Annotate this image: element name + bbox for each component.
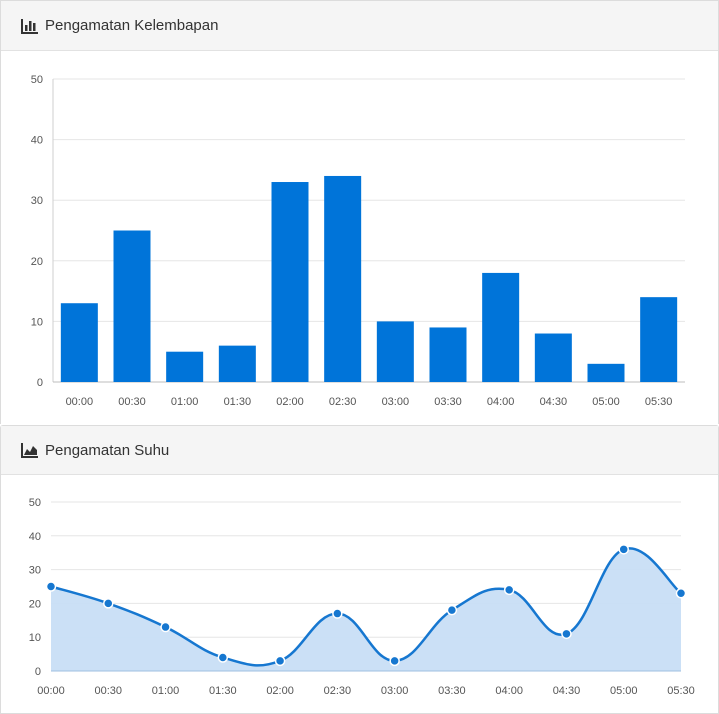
bar (60, 303, 98, 382)
x-tick-label: 03:30 (434, 396, 462, 408)
x-tick-label: 02:30 (324, 685, 352, 697)
data-point (332, 608, 343, 619)
x-tick-label: 04:00 (487, 396, 515, 408)
x-tick-label: 04:30 (540, 396, 568, 408)
y-tick-label: 10 (31, 316, 43, 328)
x-tick-label: 03:30 (438, 685, 466, 697)
x-tick-label: 05:30 (645, 396, 673, 408)
data-point (274, 655, 286, 667)
y-tick-label: 30 (29, 565, 41, 577)
bar (324, 175, 362, 382)
data-point (446, 604, 458, 616)
data-point (675, 588, 687, 599)
x-tick-label: 04:30 (553, 685, 581, 697)
x-tick-label: 00:30 (95, 685, 123, 697)
temperature-area-chart: 0 10 20 30 40 50 00:00 00:30 01:00 01:30 02:00 02:3… (29, 497, 695, 697)
bar-chart-icon (21, 18, 39, 34)
bar (640, 297, 678, 382)
data-point (103, 598, 114, 609)
y-tick-label: 20 (31, 256, 43, 268)
bar (429, 327, 467, 382)
x-tick-label: 02:30 (329, 396, 357, 408)
y-tick-label: 50 (29, 497, 41, 509)
y-tick-label: 40 (29, 531, 41, 543)
data-point (503, 584, 515, 596)
temperature-panel-title: Pengamatan Suhu (45, 441, 170, 459)
data-point (160, 621, 171, 633)
y-tick-label: 0 (35, 666, 41, 678)
bar (271, 182, 309, 382)
humidity-panel: Pengamatan Kelembapan 0 10 20 30 40 50 00:00 00… (0, 0, 719, 424)
humidity-panel-header: Pengamatan Kelembapan (1, 1, 718, 51)
data-point (45, 581, 57, 592)
y-tick-label: 20 (29, 598, 41, 610)
temperature-panel: Pengamatan Suhu 0 10 20 30 40 50 00:00 00:30 01:… (0, 425, 719, 714)
y-tick-label: 40 (31, 135, 43, 147)
humidity-panel-title: Pengamatan Kelembapan (45, 17, 219, 34)
bar (587, 363, 625, 382)
data-point (389, 655, 400, 667)
x-tick-label: 00:30 (118, 396, 146, 408)
area-chart-icon (21, 442, 39, 458)
x-tick-label: 00:00 (37, 685, 65, 697)
data-point (618, 544, 629, 555)
humidity-bar-chart: 0 10 20 30 40 50 00:00 00:30 01:00 01:30 02:00 02:3… (31, 74, 685, 408)
y-tick-label: 0 (37, 377, 43, 389)
bar (534, 333, 572, 382)
bar (166, 351, 204, 382)
temperature-panel-header: Pengamatan Suhu (1, 426, 718, 475)
area-fill (51, 548, 681, 671)
bar (218, 345, 256, 382)
x-tick-label: 01:00 (152, 685, 180, 697)
x-tick-label: 03:00 (381, 685, 409, 697)
x-tick-label: 05:00 (592, 396, 620, 408)
y-tick-label: 10 (29, 632, 41, 644)
x-tick-label: 04:00 (495, 685, 523, 697)
bar (376, 321, 414, 382)
x-tick-label: 00:00 (66, 396, 94, 408)
x-tick-label: 01:30 (224, 396, 252, 408)
data-point (217, 652, 229, 663)
x-tick-label: 03:00 (382, 396, 410, 408)
x-tick-label: 05:30 (667, 685, 695, 697)
x-tick-label: 01:30 (209, 685, 237, 697)
y-tick-label: 50 (31, 74, 43, 86)
x-tick-label: 01:00 (171, 396, 199, 408)
x-tick-label: 02:00 (266, 685, 294, 697)
data-point (561, 628, 572, 640)
y-tick-label: 30 (31, 195, 43, 207)
x-tick-label: 02:00 (276, 396, 304, 408)
bar (113, 230, 151, 382)
x-tick-label: 05:00 (610, 685, 638, 697)
bar (482, 272, 520, 382)
